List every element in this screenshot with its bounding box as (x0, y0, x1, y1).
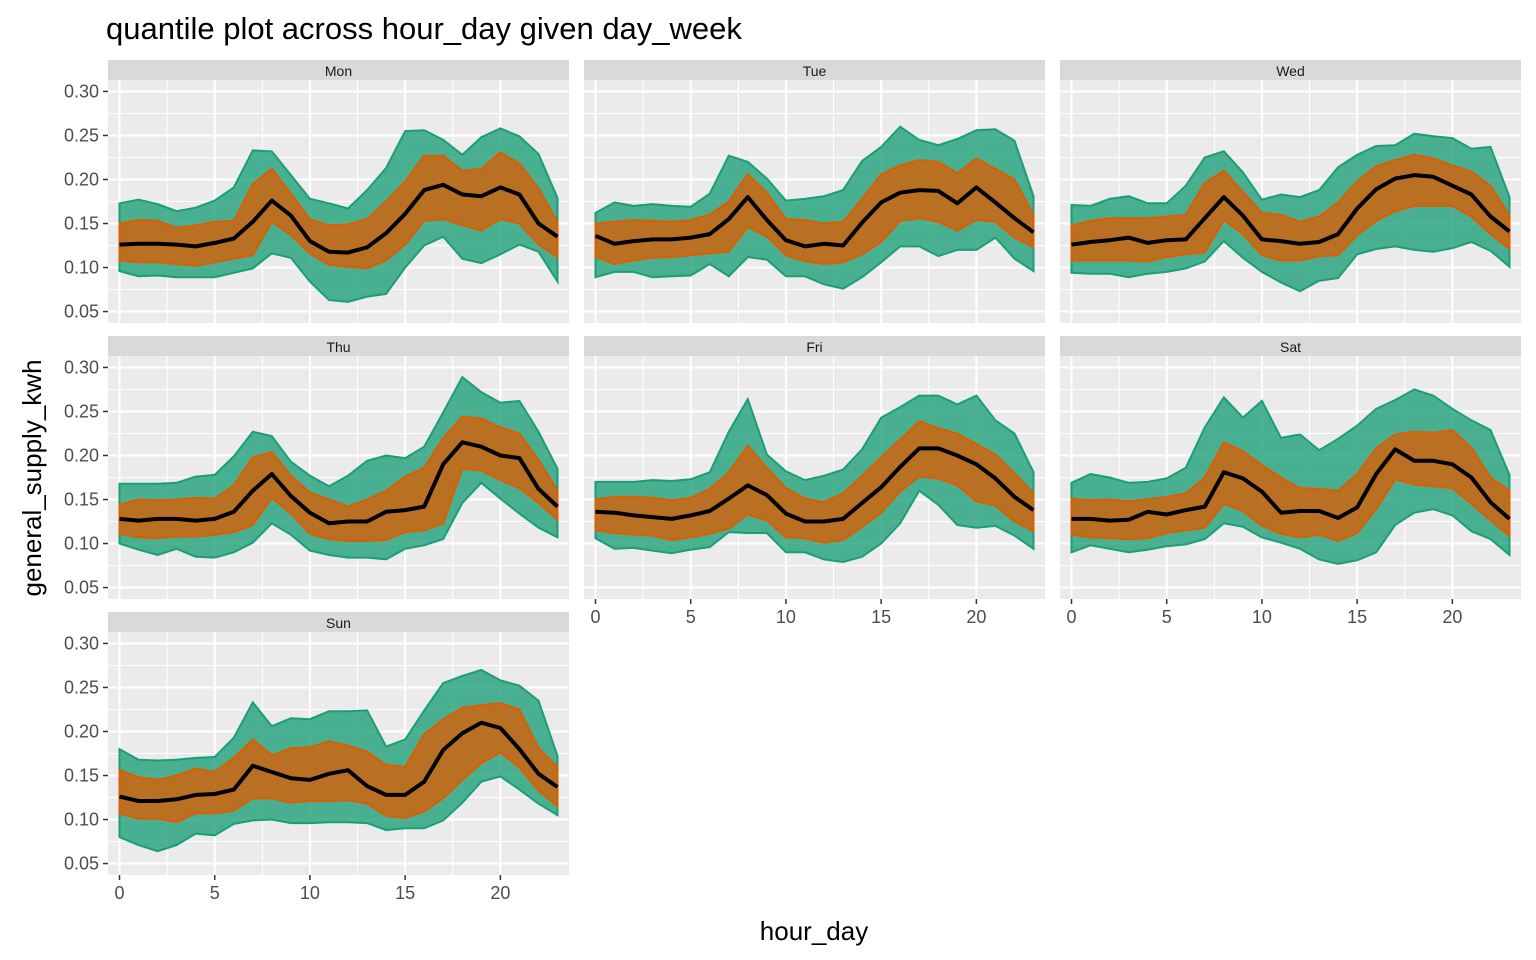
y-tick-label: 0.25 (64, 677, 99, 697)
x-tick-label: 15 (1347, 607, 1367, 627)
strip-background (108, 60, 569, 80)
y-tick-label: 0.15 (64, 766, 99, 786)
strip-background (108, 336, 569, 356)
median-line (119, 182, 559, 255)
y-tick-label: 0.30 (64, 357, 99, 377)
panel-fri: Fri 0 5 10 15 20 (584, 336, 1045, 627)
strip-background (1060, 60, 1521, 80)
panel-thu: Thu 0.05 0.10 0.15 0.20 0.25 0.30 (64, 336, 569, 599)
strip-label: Thu (326, 339, 350, 355)
median-line (119, 440, 559, 526)
inner-quantile-band (594, 157, 1035, 266)
strip-background (1060, 336, 1521, 356)
y-tick-label: 0.05 (64, 302, 99, 322)
panel-wed: Wed (1060, 60, 1521, 323)
strip-label: Sat (1280, 339, 1301, 355)
y-tick-label: 0.10 (64, 534, 99, 554)
inner-quantile-band (1070, 153, 1511, 263)
y-tick-label: 0.30 (64, 81, 99, 101)
strip-label: Sun (326, 615, 351, 631)
y-axis-title: general_supply_kwh (17, 359, 47, 596)
median-line (1071, 173, 1511, 247)
x-tick-label: 20 (966, 607, 986, 627)
y-tick-label: 0.25 (64, 401, 99, 421)
panel-sat: Sat 0 5 10 15 20 (1060, 336, 1521, 627)
y-tick-label: 0.10 (64, 258, 99, 278)
x-tick-label: 0 (1066, 607, 1076, 627)
strip-label: Wed (1276, 63, 1305, 79)
x-tick-label: 10 (300, 883, 320, 903)
x-tick-label: 0 (114, 883, 124, 903)
strip-label: Tue (803, 63, 827, 79)
strip-background (584, 60, 1045, 80)
y-tick-label: 0.20 (64, 445, 99, 465)
y-tick-label: 0.05 (64, 578, 99, 598)
x-tick-label: 20 (1442, 607, 1462, 627)
x-tick-label: 5 (1162, 607, 1172, 627)
median-line (594, 185, 1035, 249)
x-tick-label: 5 (686, 607, 696, 627)
strip-background (108, 612, 569, 632)
x-axis-title: hour_day (760, 916, 868, 946)
grid-lines (1060, 80, 1521, 323)
panel-tue: Tue (584, 60, 1045, 323)
strip-label: Fri (806, 339, 822, 355)
panel-sun: Sun 0.05 0.10 0.15 0.20 0.25 0.30 0 5 10 15 20 (64, 612, 569, 903)
x-tick-label: 5 (210, 883, 220, 903)
y-tick-label: 0.20 (64, 169, 99, 189)
y-tick-label: 0.15 (64, 214, 99, 234)
panel-mon: Mon 0.05 0.10 0.15 0.20 0.25 0.30 (64, 60, 569, 323)
y-tick-label: 0.10 (64, 810, 99, 830)
median-line (1071, 447, 1511, 523)
y-tick-label: 0.15 (64, 490, 99, 510)
median-line (119, 720, 559, 803)
y-tick-label: 0.30 (64, 633, 99, 653)
median-line (595, 446, 1035, 524)
chart-title: quantile plot across hour_day given day_… (106, 11, 742, 46)
strip-background (584, 336, 1045, 356)
x-tick-label: 0 (590, 607, 600, 627)
x-tick-label: 15 (871, 607, 891, 627)
x-tick-label: 15 (395, 883, 415, 903)
x-tick-label: 10 (1252, 607, 1272, 627)
facet-panels: Mon 0.05 0.10 0.15 0.20 0.25 0.30 Tue Wed Thu 0.05… (64, 60, 1521, 903)
y-tick-label: 0.05 (64, 854, 99, 874)
y-tick-label: 0.25 (64, 125, 99, 145)
x-tick-label: 10 (776, 607, 796, 627)
x-tick-label: 20 (490, 883, 510, 903)
inner-quantile-band (118, 415, 559, 542)
y-tick-label: 0.20 (64, 721, 99, 741)
strip-label: Mon (325, 63, 352, 79)
